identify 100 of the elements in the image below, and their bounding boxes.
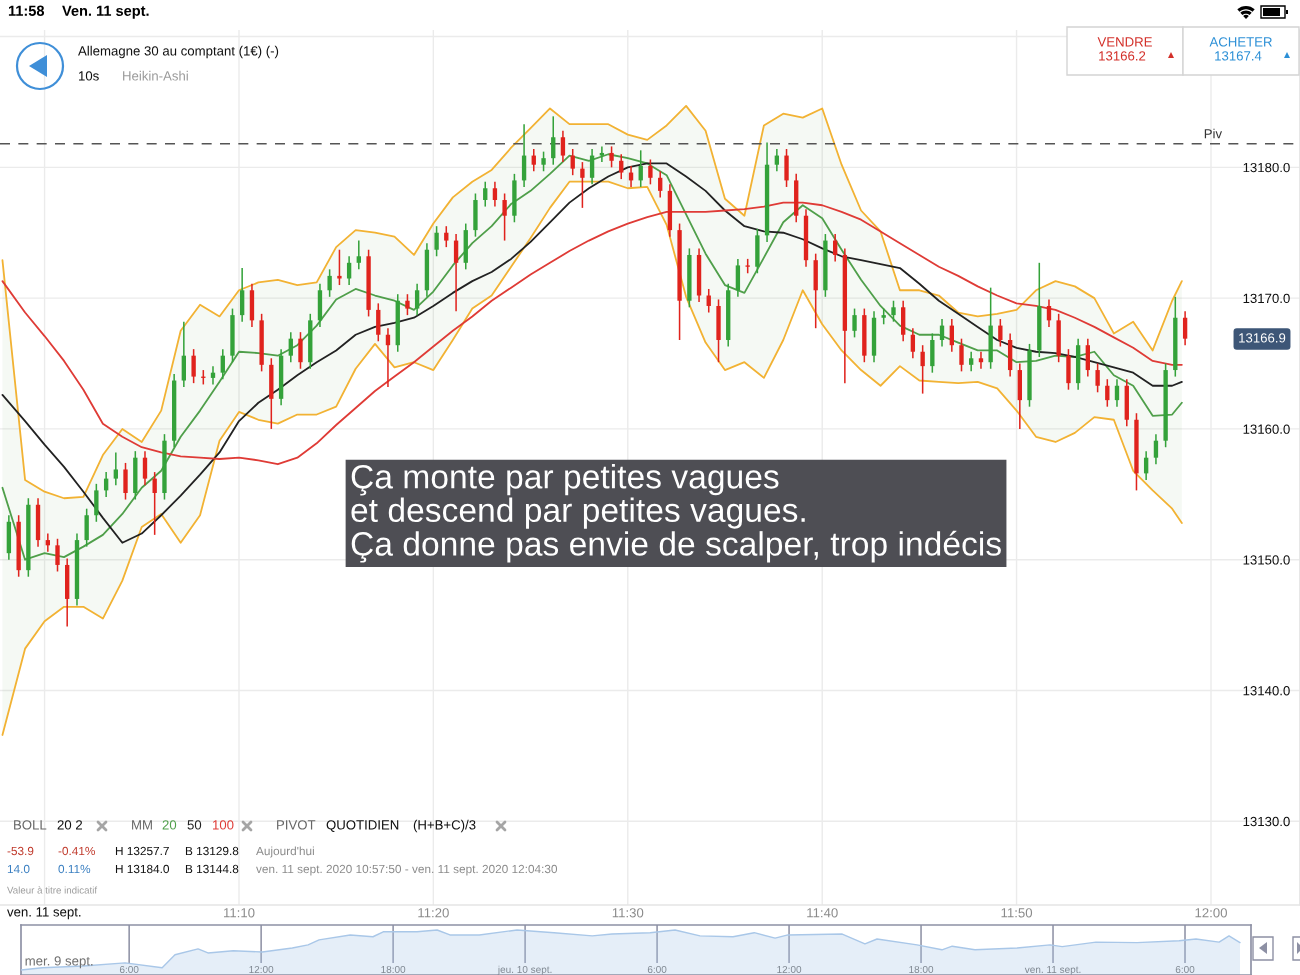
- x-tick-label: 12:00: [249, 965, 274, 974]
- candlestick: [453, 233, 459, 312]
- x-tick-label: 11:30: [612, 908, 644, 918]
- candlestick: [969, 350, 974, 373]
- annotation: 13166.2: [1099, 51, 1146, 61]
- annotation: 10s: [79, 71, 99, 81]
- candlestick: [551, 115, 556, 166]
- x-tick-label: 18:00: [381, 965, 406, 974]
- x-tick-label: 11:50: [1001, 908, 1033, 918]
- candlestick: [502, 192, 507, 242]
- y-tick-label: 13180.0: [1243, 162, 1290, 173]
- candlestick: [492, 180, 498, 208]
- text: 11:58: [8, 5, 45, 16]
- candlestick: [327, 268, 332, 298]
- y-tick-label: 13130.0: [1243, 816, 1290, 827]
- line-series: [1, 201, 1183, 466]
- candlestick: [570, 148, 575, 176]
- x-tick-label: 11:40: [807, 908, 838, 918]
- y-tick-label: 13150.0: [1243, 555, 1290, 565]
- x-tick-label: 11:10: [223, 908, 255, 918]
- x-tick-label: 18:00: [909, 965, 934, 974]
- annotation: -0.41%: [58, 846, 95, 856]
- annotation: Ça monte par petites vagues et descend par petites vagues. Ça donne pas envie de scalper, trop indécis: [351, 464, 1001, 563]
- annotation: QUOTIDIEN: [326, 820, 399, 832]
- candlestick: [337, 248, 342, 286]
- y-tick-label: 13140.0: [1243, 686, 1290, 696]
- candlestick: [658, 170, 663, 199]
- x-tick-label: 6:00: [1175, 965, 1195, 974]
- annotation: MM: [132, 820, 152, 830]
- annotation: Valeur à titre indicatif: [7, 886, 98, 894]
- annotation: 14.0: [7, 864, 30, 874]
- candlestick: [142, 450, 148, 486]
- candlestick: [414, 282, 420, 316]
- annotation: 13167.4: [1215, 51, 1262, 61]
- candlestick: [978, 350, 984, 370]
- annotation: 0.11%: [58, 864, 91, 874]
- candlestick: [619, 153, 624, 180]
- ref-line-label: Piv: [1204, 128, 1223, 139]
- candlestick: [483, 180, 488, 208]
- annotation: B 13129.8: [185, 846, 239, 856]
- candlestick: [113, 451, 119, 486]
- x-tick-label: 11:20: [418, 908, 449, 918]
- annotation: BOLL: [14, 820, 47, 830]
- x-tick-label: ven. 11 sept.: [1024, 966, 1081, 975]
- candlestick: [531, 148, 536, 173]
- candlestick: [356, 239, 361, 271]
- candlestick: [774, 148, 780, 173]
- annotation: 20 2: [57, 820, 83, 830]
- text: 50: [187, 820, 202, 830]
- candlestick: [346, 255, 352, 286]
- x-tick-label: 12:00: [777, 965, 802, 974]
- candlestick: [1153, 433, 1159, 465]
- text: Ven. 11 sept.: [62, 5, 149, 19]
- text: 100: [213, 820, 234, 830]
- candlestick: [560, 129, 566, 163]
- candlestick: [152, 471, 157, 536]
- annotation: B 13144.8: [185, 864, 239, 874]
- candlestick: [444, 225, 449, 248]
- x-tick-label: 6:00: [647, 965, 667, 974]
- annotation: PIVOT: [277, 820, 316, 830]
- candlestick: [580, 161, 585, 209]
- y-tick-label: 13170.0: [1243, 293, 1290, 304]
- candlestick: [998, 318, 1003, 348]
- candlestick: [910, 327, 916, 360]
- text: 20: [162, 820, 177, 830]
- candlestick: [288, 331, 293, 363]
- candlestick: [220, 348, 225, 380]
- annotation: Heikin-Ashi: [123, 70, 188, 81]
- candlestick: [589, 148, 595, 186]
- annotation: (H+B+C)/3: [413, 819, 476, 833]
- candlestick: [123, 462, 128, 501]
- candlestick: [298, 331, 303, 370]
- candlestick: [852, 307, 857, 339]
- candlestick: [1095, 362, 1100, 394]
- candlestick: [599, 145, 605, 163]
- annotation: VENDRE: [1097, 37, 1152, 47]
- candlestick: [405, 293, 410, 316]
- candlestick: [434, 225, 439, 258]
- candlestick: [609, 145, 614, 169]
- annotation: Aujourd'hui: [256, 846, 314, 858]
- text: Allemagne 30 au comptant (1€) (-): [78, 45, 279, 59]
- annotation: H 13257.7: [115, 846, 169, 856]
- annotation: mer. 9 sept.: [25, 956, 93, 969]
- candlestick: [959, 337, 964, 373]
- x-tick-label: 6:00: [119, 965, 139, 974]
- candlestick: [191, 348, 196, 384]
- annotation: -53.9: [7, 846, 34, 856]
- candlestick: [55, 538, 60, 573]
- annotation: H 13184.0: [115, 864, 170, 874]
- candlestick: [1182, 310, 1188, 346]
- annotation: ven. 11 sept. 2020 10:57:50 - ven. 11 sept. 2020 12:04:30: [256, 864, 558, 876]
- candlestick: [541, 150, 546, 173]
- annotation: ACHETER: [1209, 37, 1272, 47]
- candlestick: [920, 344, 925, 395]
- y-tick-label: 13160.0: [1243, 424, 1290, 434]
- annotation: 13166.9: [1239, 333, 1286, 343]
- x-tick-label: jeu. 10 sept.: [497, 965, 552, 975]
- candlestick: [648, 158, 653, 186]
- x-tick-label: 12:00: [1195, 908, 1227, 918]
- candlestick: [891, 299, 896, 323]
